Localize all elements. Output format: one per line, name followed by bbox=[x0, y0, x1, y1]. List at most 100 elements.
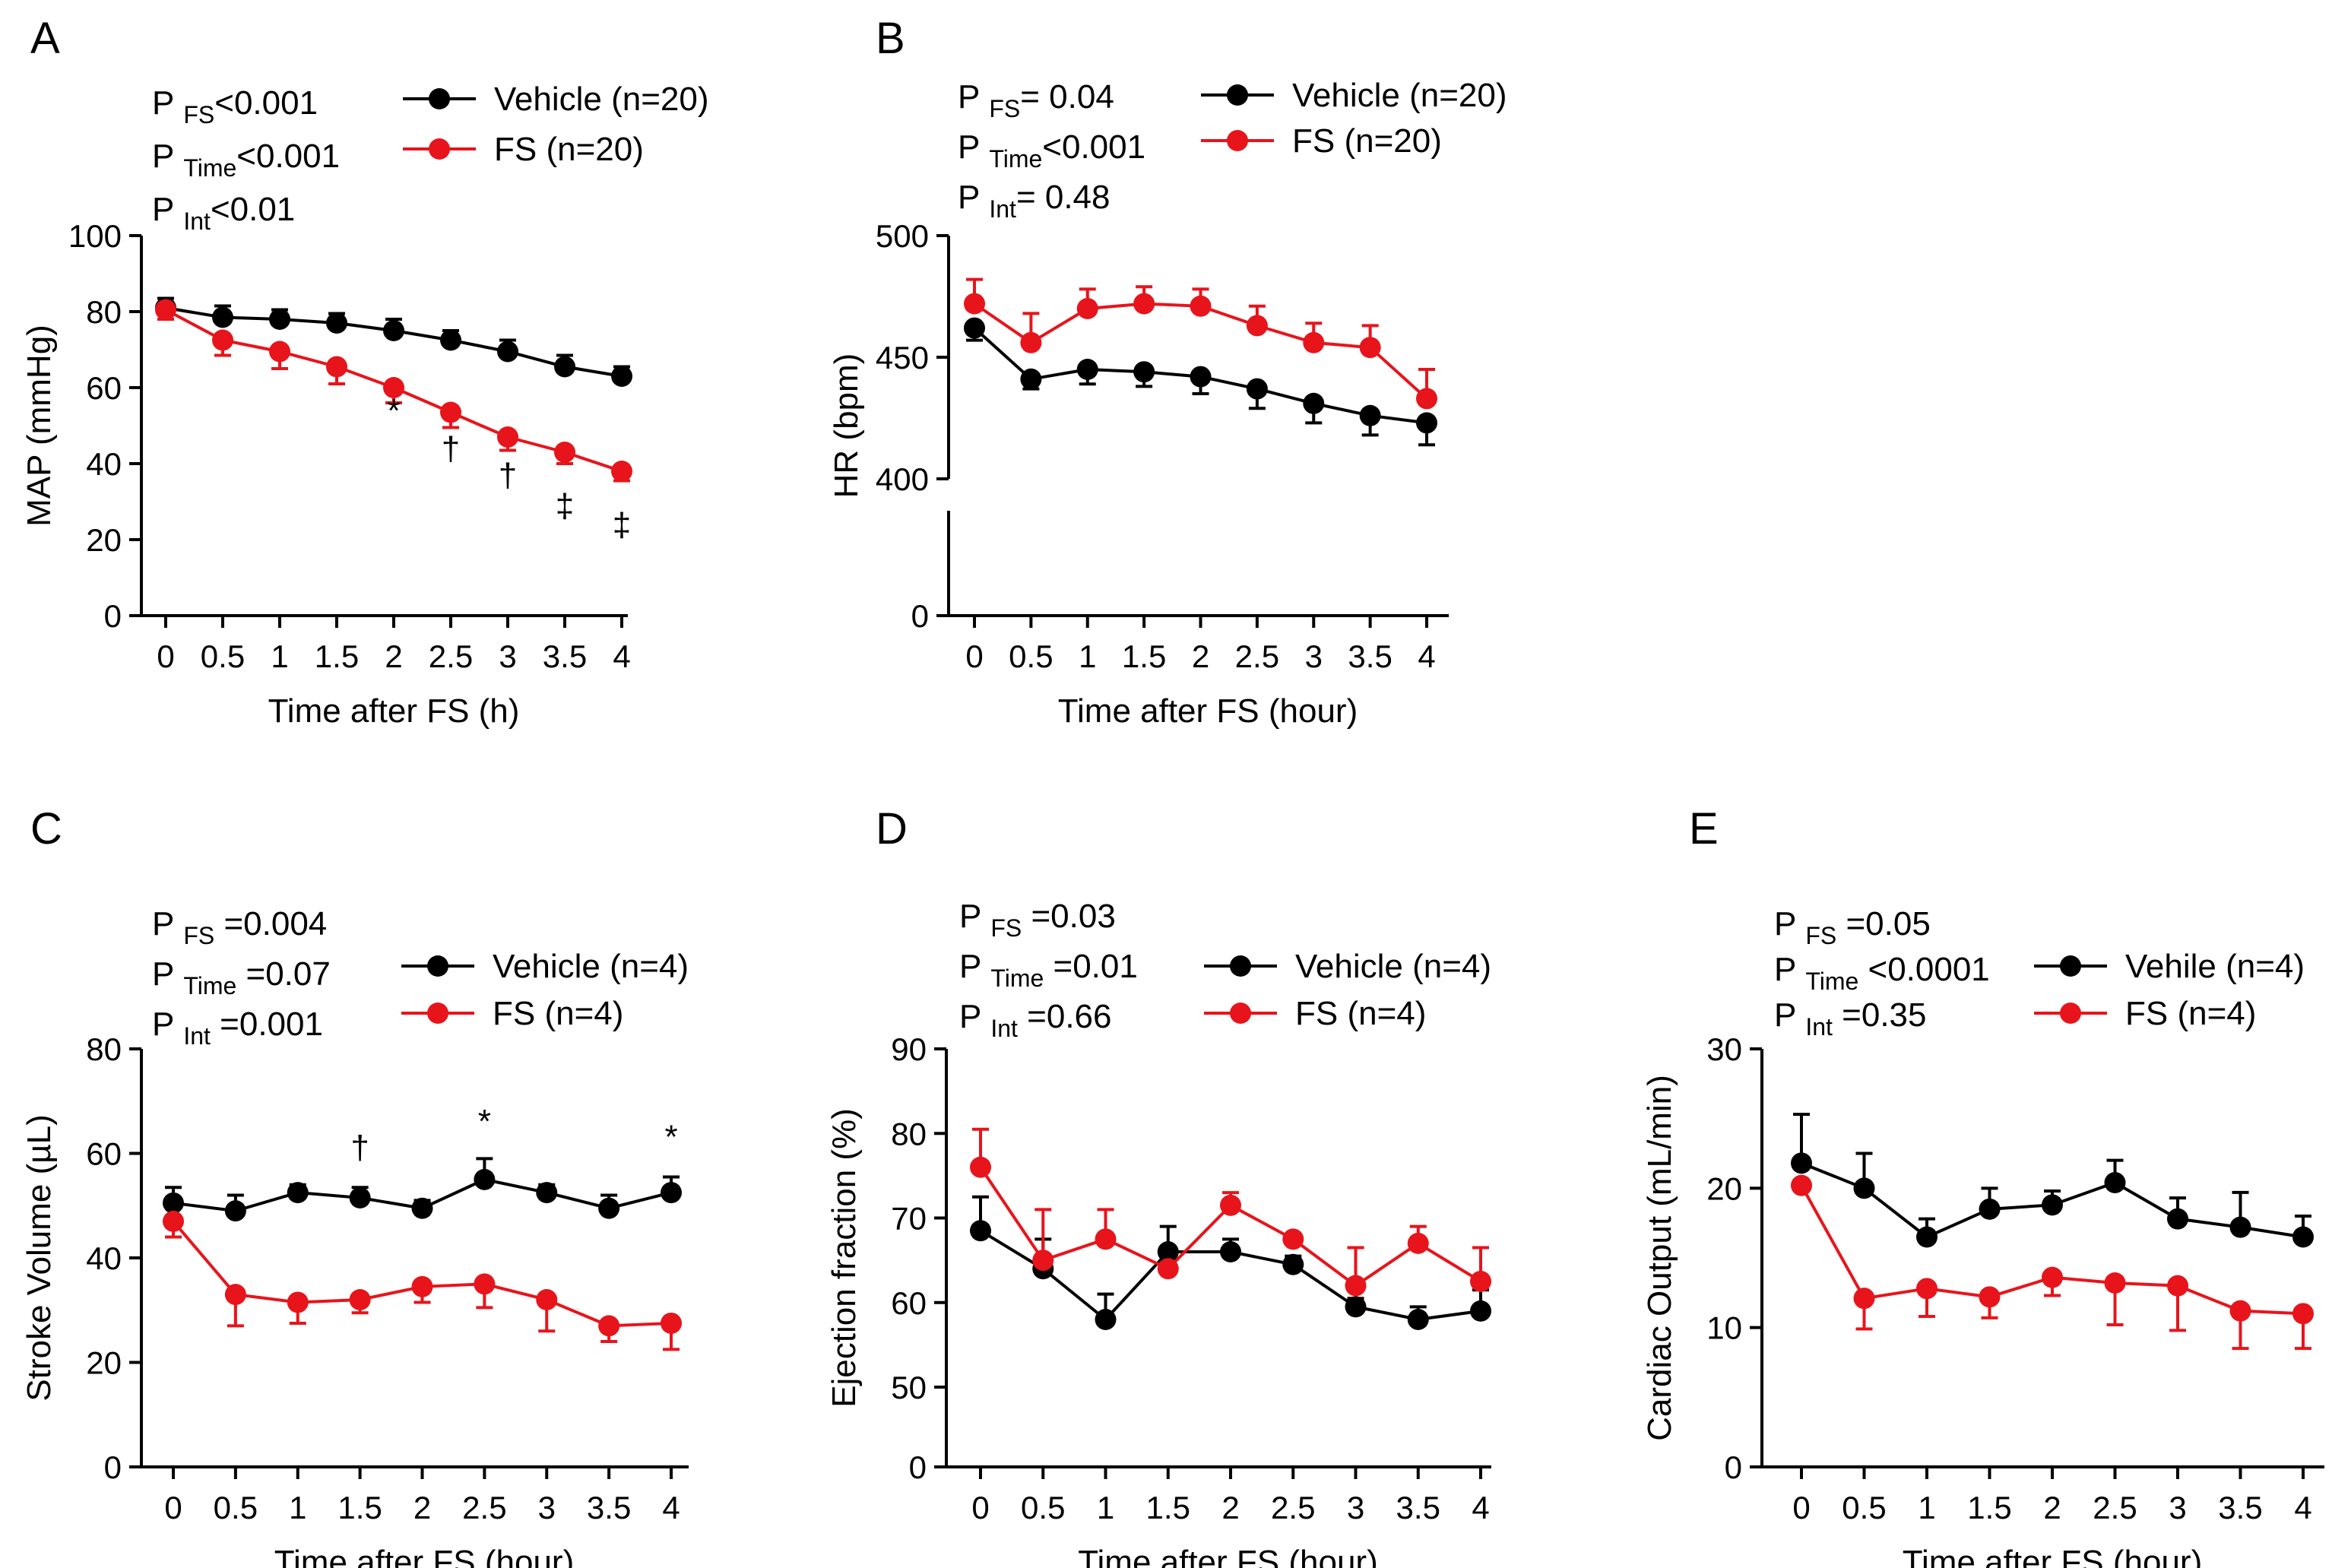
x-tick-label: 3 bbox=[1305, 638, 1323, 674]
data-point bbox=[1916, 1278, 1938, 1300]
data-point bbox=[1020, 331, 1042, 353]
p-subscript: Int bbox=[183, 207, 211, 235]
legend-marker bbox=[427, 1003, 448, 1024]
p-value-line: P Int =0.35 bbox=[1774, 996, 1927, 1041]
data-point bbox=[474, 1273, 496, 1295]
x-tick-label: 0 bbox=[157, 638, 174, 674]
x-tick-label: 0 bbox=[164, 1490, 182, 1525]
p-value: =0.01 bbox=[1044, 948, 1138, 985]
data-point bbox=[474, 1168, 496, 1190]
data-point bbox=[287, 1182, 309, 1204]
data-point bbox=[611, 461, 632, 482]
data-point bbox=[224, 1284, 246, 1306]
p-value-line: P Time =0.07 bbox=[152, 955, 331, 999]
panel-letter: D bbox=[876, 804, 908, 854]
data-point bbox=[1157, 1241, 1179, 1262]
data-point bbox=[2167, 1275, 2188, 1297]
data-point bbox=[554, 356, 575, 378]
series-fs bbox=[155, 299, 632, 483]
data-point bbox=[661, 1182, 682, 1204]
y-axis-label: HR (bpm) bbox=[828, 353, 865, 499]
data-point bbox=[1246, 315, 1268, 337]
p-symbol: P bbox=[152, 1006, 174, 1043]
y-tick-label: 30 bbox=[1706, 1031, 1742, 1067]
data-point bbox=[536, 1289, 558, 1310]
p-subscript: Time bbox=[990, 965, 1044, 992]
x-tick-label: 0 bbox=[971, 1490, 989, 1525]
data-point bbox=[1282, 1253, 1304, 1275]
p-value-line: P Int<0.01 bbox=[152, 191, 295, 235]
x-axis-label: Time after FS (hour) bbox=[274, 1544, 574, 1568]
p-value-line: P Int= 0.48 bbox=[958, 179, 1111, 223]
p-symbol: P bbox=[1774, 996, 1796, 1034]
p-subscript: FS bbox=[990, 914, 1022, 942]
data-point bbox=[383, 377, 404, 398]
p-value: =0.05 bbox=[1836, 905, 1931, 942]
data-point bbox=[1020, 368, 1042, 390]
x-tick-label: 4 bbox=[1472, 1490, 1489, 1525]
data-point bbox=[2229, 1300, 2251, 1322]
data-point bbox=[2292, 1303, 2314, 1325]
p-subscript: Time bbox=[989, 145, 1042, 173]
data-point bbox=[1032, 1250, 1054, 1272]
p-value: =0.004 bbox=[214, 905, 327, 942]
significance-mark: ‡ bbox=[556, 487, 574, 524]
data-point bbox=[1345, 1296, 1367, 1318]
y-tick-label: 60 bbox=[891, 1285, 927, 1321]
p-value-line: P Int =0.66 bbox=[959, 998, 1112, 1042]
p-value-line: P FS= 0.04 bbox=[958, 78, 1114, 122]
data-point bbox=[497, 341, 518, 363]
p-subscript: Time bbox=[183, 972, 236, 999]
series-line bbox=[172, 1220, 672, 1328]
legend-marker bbox=[429, 88, 450, 109]
x-axis-label: Time after FS (hour) bbox=[1903, 1544, 2202, 1568]
panel-letter: E bbox=[1689, 804, 1719, 854]
x-tick-label: 2 bbox=[385, 638, 402, 674]
p-value-line: P Int =0.001 bbox=[152, 1006, 323, 1050]
panel-c: C 0 20 40 60 80 0 0.5 1 1.5 2 2.5 3 3.5 4 Time after FS… bbox=[21, 804, 689, 1568]
legend-label: Vehicle (n=20) bbox=[1292, 77, 1507, 114]
data-point bbox=[1345, 1275, 1367, 1297]
y-tick-label: 80 bbox=[891, 1116, 927, 1151]
data-point bbox=[1853, 1288, 1875, 1310]
data-point bbox=[2104, 1172, 2126, 1193]
y-tick-label: 60 bbox=[86, 1136, 122, 1172]
p-symbol: P bbox=[1774, 905, 1796, 942]
data-point bbox=[1416, 388, 1437, 410]
y-tick-label: 50 bbox=[891, 1370, 927, 1405]
data-point bbox=[964, 293, 985, 315]
p-subscript: Time bbox=[1805, 968, 1858, 995]
p-value: <0.001 bbox=[214, 84, 318, 122]
p-value-line: P Time <0.0001 bbox=[1774, 951, 1990, 995]
data-point bbox=[611, 366, 632, 387]
series-fs bbox=[163, 1210, 682, 1351]
p-symbol: P bbox=[958, 128, 980, 166]
data-point bbox=[1791, 1152, 1812, 1174]
data-point bbox=[224, 1200, 246, 1222]
data-point bbox=[661, 1312, 682, 1334]
p-subscript: Int bbox=[989, 195, 1016, 223]
x-tick-label: 3.5 bbox=[2218, 1490, 2262, 1525]
data-point bbox=[970, 1156, 991, 1178]
y-tick-label: 20 bbox=[1706, 1170, 1742, 1206]
x-tick-label: 1 bbox=[1097, 1490, 1114, 1525]
y-axis-label: Ejection fraction (%) bbox=[825, 1108, 863, 1408]
series-vehicle bbox=[970, 1195, 1491, 1330]
y-tick-label: 100 bbox=[68, 218, 122, 254]
y-tick-label: 20 bbox=[86, 522, 122, 558]
data-point bbox=[212, 329, 233, 351]
data-point bbox=[1133, 361, 1155, 383]
series-vehicle bbox=[1791, 1113, 2314, 1248]
x-tick-label: 3 bbox=[1347, 1490, 1364, 1525]
data-point bbox=[2104, 1272, 2126, 1294]
significance-mark: ‡ bbox=[613, 506, 631, 543]
legend-marker bbox=[1230, 955, 1251, 977]
p-symbol: P bbox=[152, 955, 174, 993]
x-tick-label: 2.5 bbox=[429, 638, 473, 674]
p-symbol: P bbox=[152, 138, 174, 175]
data-point bbox=[326, 356, 347, 378]
legend-label: Vehicle (n=4) bbox=[1295, 948, 1491, 985]
series-line bbox=[979, 1166, 1482, 1288]
data-point bbox=[497, 426, 518, 448]
p-symbol: P bbox=[152, 905, 174, 942]
